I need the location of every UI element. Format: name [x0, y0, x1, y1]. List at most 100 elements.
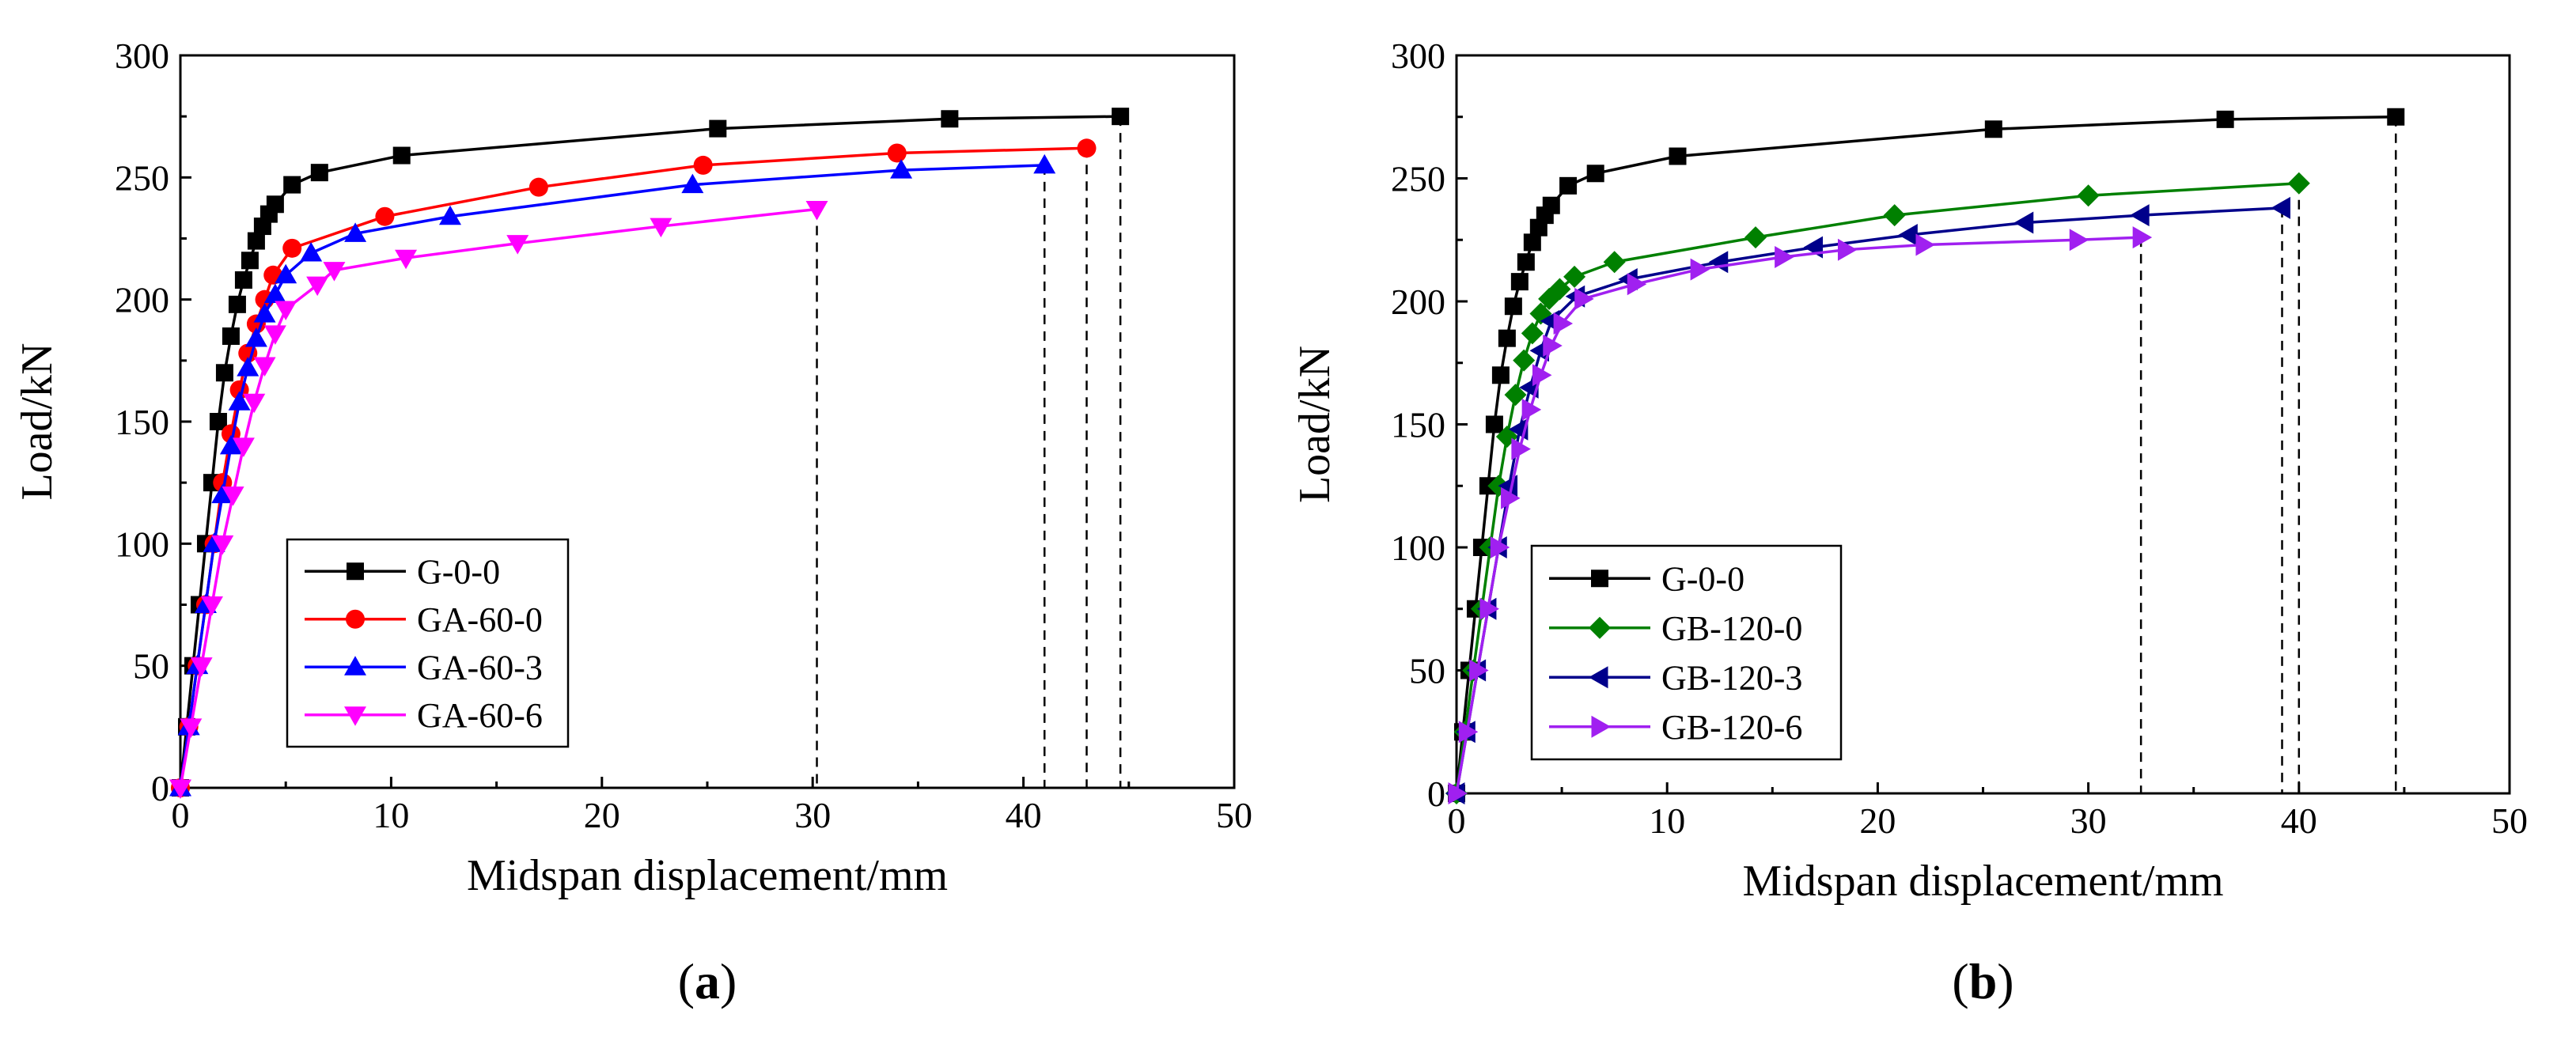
data-point [1510, 273, 1529, 291]
y-tick-label: 0 [1427, 774, 1445, 814]
data-point [2069, 229, 2089, 252]
data-point [1485, 415, 1503, 433]
x-tick-label: 20 [584, 795, 620, 835]
panel-label-open: ( [1952, 953, 1968, 1009]
legend-label: GB-120-3 [1661, 658, 1802, 697]
legend-box [1530, 544, 1843, 761]
legend-marker [1589, 616, 1611, 639]
y-tick-label: 250 [1391, 159, 1445, 199]
data-point [375, 206, 395, 226]
x-tick-label: 40 [2281, 800, 2317, 841]
data-point [266, 195, 284, 214]
data-point [1744, 226, 1767, 249]
y-axis-title: Load/kN [13, 343, 62, 500]
data-point [2130, 204, 2150, 227]
x-tick-label: 0 [1448, 800, 1466, 841]
data-point [1112, 108, 1130, 126]
y-tick-label: 300 [1391, 36, 1445, 76]
y-tick-label: 300 [115, 36, 169, 76]
data-point [2387, 108, 2405, 126]
series-GA-60-6 [169, 200, 828, 799]
data-point [1898, 224, 1918, 247]
panel-label-open: ( [678, 953, 695, 1009]
data-point [1532, 364, 1552, 387]
data-point [241, 252, 259, 270]
data-point [438, 205, 461, 225]
y-tick-label: 150 [1391, 405, 1445, 445]
legend-marker [344, 656, 366, 676]
data-point [1984, 120, 2002, 138]
data-point [200, 596, 223, 616]
data-point [1563, 265, 1586, 288]
data-point [1511, 437, 1531, 460]
y-tick-label: 200 [115, 280, 169, 320]
series-G-0-0 [172, 108, 1130, 797]
data-point [263, 325, 286, 345]
legend-marker [1589, 666, 1608, 689]
legend-marker [1591, 570, 1608, 588]
legend-label: GB-120-0 [1661, 609, 1802, 648]
data-point [253, 357, 276, 377]
panel-label-letter: b [1969, 953, 1998, 1009]
data-point [1548, 278, 1571, 301]
data-point [1542, 196, 1560, 214]
y-tick-label: 200 [1391, 282, 1445, 322]
data-point [1521, 398, 1542, 421]
x-axis-title: Midspan displacement/mm [1742, 857, 2223, 906]
y-tick-label: 100 [115, 524, 169, 564]
data-point [232, 437, 255, 457]
data-point [1669, 147, 1687, 165]
data-point [209, 413, 227, 430]
x-tick-label: 40 [1006, 795, 1042, 835]
data-point [1915, 233, 1935, 256]
data-point [1469, 659, 1489, 682]
data-point [2132, 226, 2153, 249]
panel-label-letter: a [695, 953, 720, 1009]
data-point [941, 110, 959, 128]
data-point [1543, 334, 1563, 357]
data-point [190, 657, 213, 677]
legend-marker [347, 562, 364, 581]
y-tick-label: 0 [151, 768, 169, 808]
data-point [243, 393, 266, 414]
data-point [211, 483, 234, 504]
data-point [1523, 233, 1541, 252]
data-point [169, 779, 191, 799]
y-tick-label: 250 [115, 157, 169, 198]
data-point [1521, 322, 1544, 345]
data-point [2077, 184, 2100, 207]
data-point [1077, 138, 1097, 158]
legend: G-0-0 GA-60-0 GA-60-3 GA-60-6 [286, 538, 570, 748]
series-line [1455, 115, 2396, 794]
series-GB-120-6 [1448, 226, 2153, 804]
panel-label-close: ) [1997, 953, 2013, 1009]
y-tick-label: 50 [1409, 651, 1445, 691]
legend-label: GA-60-6 [417, 696, 543, 735]
data-point [1574, 287, 1594, 310]
data-point [228, 295, 246, 313]
data-point [323, 262, 346, 282]
x-tick-label: 50 [2491, 800, 2528, 841]
x-axis-title: Midspan displacement/mm [467, 851, 948, 900]
data-point [283, 176, 301, 194]
panel-label-close: ) [720, 953, 737, 1009]
data-point [681, 173, 704, 194]
legend-label: GA-60-0 [417, 600, 543, 639]
data-point [1708, 251, 1729, 274]
data-point [275, 263, 297, 284]
data-point [1627, 273, 1647, 296]
data-point [215, 364, 233, 382]
data-point [263, 283, 286, 303]
data-point [310, 164, 328, 182]
data-point [253, 303, 276, 323]
data-point [2013, 211, 2034, 234]
data-point [1517, 253, 1535, 271]
data-point [887, 143, 907, 163]
data-point [1837, 238, 1858, 261]
panel-label: (b) [1952, 953, 2013, 1009]
data-point [228, 391, 251, 411]
x-tick-label: 10 [373, 795, 409, 835]
data-point [219, 434, 242, 455]
data-point [1491, 366, 1510, 384]
